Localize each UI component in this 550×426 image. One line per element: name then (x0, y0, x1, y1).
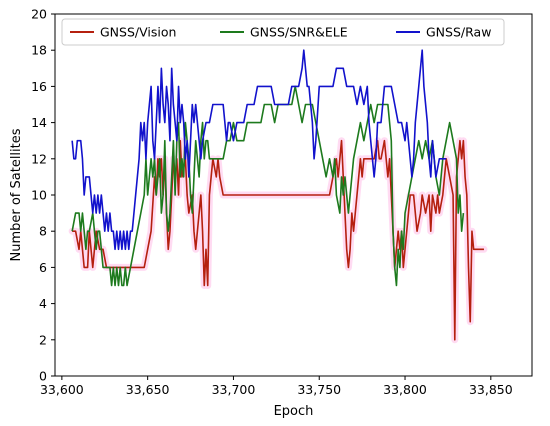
x-tick-label: 33,850 (469, 382, 513, 397)
legend-box (61, 18, 505, 46)
legend-label-gnss-vision: GNSS/Vision (100, 25, 176, 40)
x-axis: 33,600 33,650 33,700 33,750 33,800 33,850 (40, 376, 513, 397)
series-line-gnss-snr-ele (71, 85, 465, 287)
y-tick-label: 2 (39, 332, 47, 347)
y-tick-label: 20 (31, 7, 47, 22)
y-tick-label: 4 (39, 296, 47, 311)
y-tick-label: 14 (31, 115, 47, 130)
y-tick-label: 0 (39, 369, 47, 384)
series-line-gnss-raw (71, 49, 447, 251)
y-tick-label: 16 (31, 79, 47, 94)
x-axis-label: Epoch (274, 404, 314, 419)
x-tick-label: 33,800 (383, 382, 427, 397)
legend-label-gnss-snr-ele: GNSS/SNR&ELE (250, 25, 348, 40)
x-tick-label: 33,650 (126, 382, 170, 397)
y-tick-label: 6 (39, 260, 47, 275)
y-axis-label: Number of Satellites (9, 128, 24, 261)
legend-label-gnss-raw: GNSS/Raw (426, 25, 491, 40)
y-tick-label: 12 (31, 151, 47, 166)
y-tick-label: 18 (31, 43, 47, 58)
legend: GNSS/Vision GNSS/SNR&ELE GNSS/Raw (61, 18, 505, 46)
series-layer (71, 49, 484, 341)
y-tick-label: 10 (31, 188, 47, 203)
x-tick-label: 33,750 (297, 382, 341, 397)
x-tick-label: 33,600 (40, 382, 84, 397)
y-axis: 0 2 4 6 8 10 12 14 16 18 20 (31, 7, 55, 384)
y-tick-label: 8 (39, 224, 47, 239)
x-tick-label: 33,700 (212, 382, 256, 397)
